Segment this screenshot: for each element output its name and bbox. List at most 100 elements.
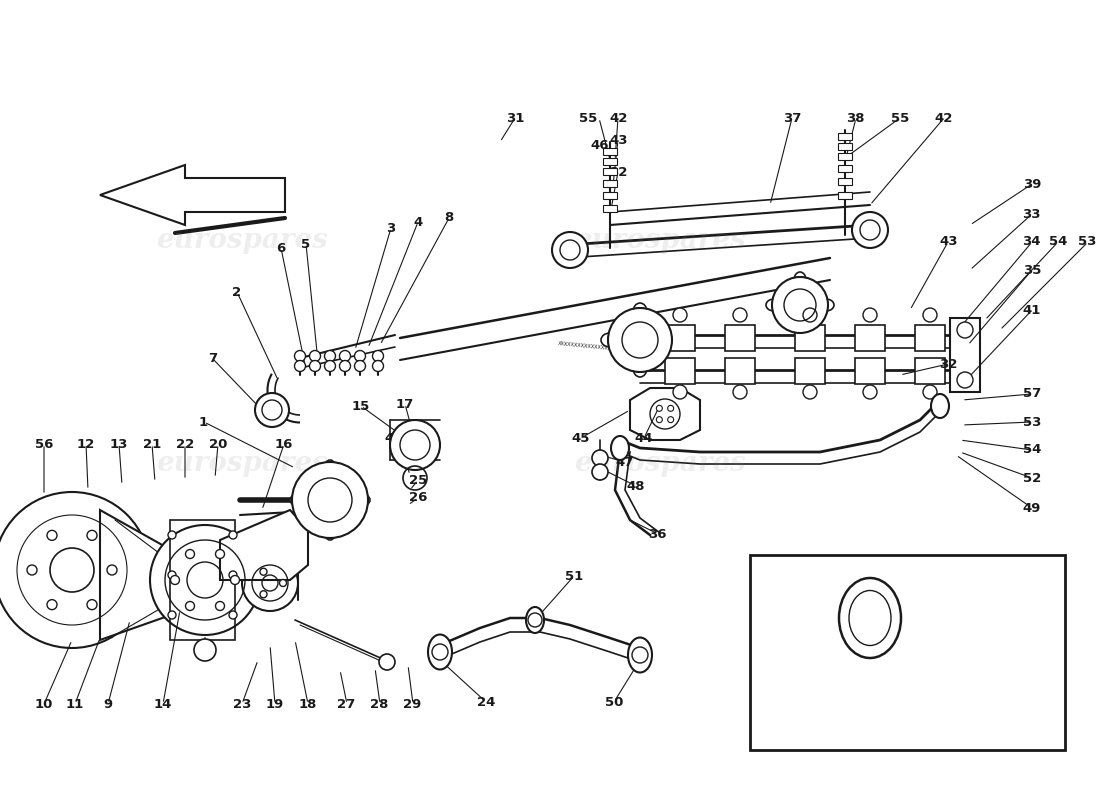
Text: 24: 24: [477, 696, 495, 709]
Text: 35: 35: [1023, 264, 1041, 277]
Ellipse shape: [428, 634, 452, 670]
Text: 37: 37: [783, 112, 801, 125]
Circle shape: [186, 550, 195, 558]
Ellipse shape: [766, 299, 782, 311]
Text: eurospares: eurospares: [574, 450, 746, 478]
Bar: [855, 325, 886, 351]
Ellipse shape: [794, 272, 806, 288]
Circle shape: [673, 308, 688, 322]
Circle shape: [295, 361, 306, 371]
Circle shape: [216, 602, 224, 610]
Bar: [666, 358, 695, 384]
Bar: [750, 555, 1065, 750]
Text: 9: 9: [103, 698, 112, 710]
Text: 55: 55: [891, 112, 909, 125]
Bar: [603, 148, 617, 155]
Text: 36: 36: [649, 528, 667, 541]
Circle shape: [373, 361, 384, 371]
Text: 38: 38: [847, 112, 865, 125]
Text: 4: 4: [414, 216, 422, 229]
Circle shape: [168, 611, 176, 619]
Polygon shape: [220, 510, 308, 580]
Circle shape: [379, 654, 395, 670]
Circle shape: [803, 308, 817, 322]
Text: 57: 57: [1023, 387, 1041, 400]
Text: 23: 23: [233, 698, 251, 710]
Circle shape: [0, 492, 150, 648]
Text: 10: 10: [35, 698, 53, 710]
Polygon shape: [100, 165, 285, 225]
Text: 16: 16: [275, 438, 293, 450]
Circle shape: [231, 575, 240, 585]
Circle shape: [260, 590, 267, 598]
Bar: [838, 192, 853, 199]
Circle shape: [354, 361, 365, 371]
Circle shape: [852, 212, 888, 248]
Circle shape: [864, 308, 877, 322]
Circle shape: [340, 350, 351, 362]
Circle shape: [242, 555, 298, 611]
Text: 33: 33: [1023, 208, 1041, 221]
Bar: [838, 133, 853, 140]
Circle shape: [216, 550, 224, 558]
Bar: [915, 358, 945, 384]
Text: 49: 49: [1023, 502, 1041, 514]
Text: 43: 43: [939, 235, 957, 248]
Text: 48: 48: [627, 480, 645, 493]
Circle shape: [309, 350, 320, 362]
Text: 31: 31: [506, 112, 524, 125]
Circle shape: [354, 350, 365, 362]
Text: 21: 21: [143, 438, 161, 450]
Text: 47: 47: [616, 456, 634, 469]
Text: 29: 29: [404, 698, 421, 710]
Circle shape: [279, 579, 286, 586]
Text: 39: 39: [1023, 178, 1041, 190]
Bar: [838, 143, 853, 150]
Bar: [603, 205, 617, 212]
Circle shape: [324, 361, 336, 371]
Text: 12: 12: [77, 438, 95, 450]
Bar: [838, 165, 853, 172]
Circle shape: [168, 571, 176, 579]
Text: 32: 32: [609, 166, 627, 178]
Text: 40: 40: [893, 626, 911, 638]
Ellipse shape: [839, 578, 901, 658]
Ellipse shape: [661, 333, 679, 347]
Text: eurospares: eurospares: [156, 226, 328, 254]
Text: 53: 53: [1023, 416, 1041, 429]
Bar: [855, 358, 886, 384]
Circle shape: [324, 350, 336, 362]
Ellipse shape: [628, 638, 652, 673]
Text: 45: 45: [572, 432, 590, 445]
Polygon shape: [950, 318, 980, 392]
Text: 34: 34: [1023, 235, 1041, 248]
Circle shape: [295, 350, 306, 362]
Circle shape: [255, 393, 289, 427]
Bar: [915, 325, 945, 351]
Polygon shape: [100, 510, 185, 640]
Text: 54: 54: [1023, 443, 1041, 456]
Circle shape: [923, 385, 937, 399]
Text: 55: 55: [580, 112, 597, 125]
Bar: [666, 325, 695, 351]
Text: eurospares: eurospares: [156, 450, 328, 478]
Circle shape: [668, 417, 673, 422]
Text: 56: 56: [35, 438, 53, 450]
Text: 3: 3: [386, 222, 395, 234]
Text: 52: 52: [1023, 472, 1041, 485]
Text: 30: 30: [396, 454, 414, 466]
Circle shape: [957, 372, 974, 388]
Circle shape: [47, 600, 57, 610]
Circle shape: [229, 611, 236, 619]
Circle shape: [229, 531, 236, 539]
Text: 41: 41: [1023, 304, 1041, 317]
Text: 53: 53: [1078, 235, 1096, 248]
Text: XXXXXXXXXXXXXXXXXXXXXXXXX: XXXXXXXXXXXXXXXXXXXXXXXXX: [558, 342, 642, 354]
Circle shape: [733, 385, 747, 399]
Circle shape: [186, 602, 195, 610]
Text: 44: 44: [635, 432, 652, 445]
Bar: [725, 358, 755, 384]
Text: 54: 54: [1049, 235, 1067, 248]
Text: 6: 6: [276, 242, 285, 254]
Bar: [603, 180, 617, 187]
